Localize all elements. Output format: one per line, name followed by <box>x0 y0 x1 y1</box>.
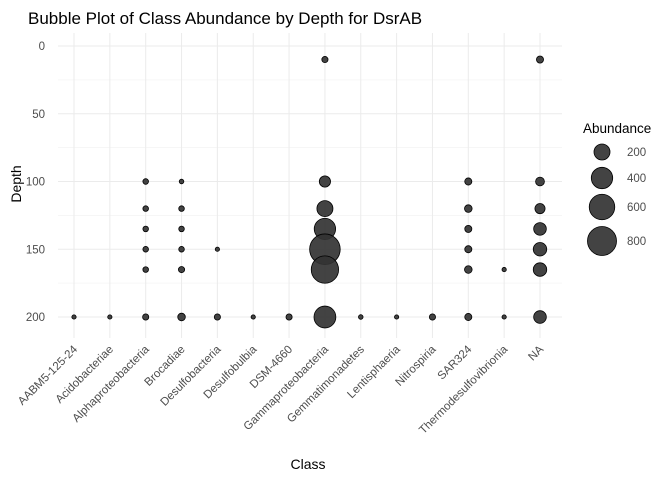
grid-lines <box>58 33 562 338</box>
bubble-point <box>316 200 334 218</box>
bubble-point <box>534 203 546 215</box>
bubble-point <box>533 310 547 324</box>
bubble-point <box>358 314 364 320</box>
y-tick-label: 50 <box>32 109 45 121</box>
bubble-point <box>285 313 293 321</box>
data-points <box>71 55 548 329</box>
bubble-point <box>178 178 185 185</box>
legend-label: 600 <box>627 202 646 214</box>
bubble-point <box>464 177 473 186</box>
bubble-point <box>501 267 507 273</box>
legend-title: Abundance <box>583 121 651 136</box>
legend-key <box>590 166 614 190</box>
legend-label: 400 <box>627 173 646 185</box>
bubble-point <box>428 313 436 321</box>
bubble-point <box>142 266 149 273</box>
x-tick-label: NA <box>526 343 546 363</box>
y-tick-label: 0 <box>39 41 45 53</box>
bubble-point <box>313 305 337 329</box>
bubble-point <box>213 313 221 321</box>
legend-label: 800 <box>627 236 646 248</box>
y-tick-label: 200 <box>26 312 45 324</box>
bubble-point <box>501 314 507 320</box>
bubble-point <box>532 242 548 257</box>
y-tick-label: 100 <box>26 177 45 189</box>
bubble-point <box>178 205 185 212</box>
legend: Abundance 200 400 600 800 <box>583 121 651 256</box>
bubble-point <box>178 246 185 253</box>
chart-title: Bubble Plot of Class Abundance by Depth … <box>28 9 422 28</box>
bubble-point <box>178 225 185 233</box>
legend-key <box>588 193 616 221</box>
x-tick-label: Desulfobacteria <box>159 343 224 408</box>
x-tick-label: AABM5-125-24 <box>16 343 81 408</box>
legend-key <box>587 226 617 256</box>
bubble-point <box>535 176 545 187</box>
bubble-point <box>464 313 473 321</box>
x-axis-title: Class <box>290 456 325 472</box>
bubble-point <box>142 205 149 212</box>
bubble-point <box>178 266 186 274</box>
bubble-point <box>310 255 339 284</box>
bubble-point <box>142 246 149 253</box>
bubble-point <box>464 224 473 233</box>
x-axis-ticks: AABM5-125-24AcidobacteriaeAlphaproteobac… <box>16 343 546 436</box>
y-axis-title: Depth <box>8 165 24 202</box>
bubble-point <box>177 312 186 322</box>
bubble-point <box>394 314 400 320</box>
bubble-point <box>321 56 329 64</box>
bubble-point <box>142 225 149 233</box>
bubble-point <box>107 314 113 320</box>
bubble-point <box>142 178 149 185</box>
y-tick-label: 150 <box>26 244 45 256</box>
y-axis-ticks: 0 50 100 150 200 <box>26 41 45 324</box>
bubble-point <box>464 245 473 254</box>
bubble-point <box>214 246 220 252</box>
bubble-point <box>464 265 473 274</box>
bubble-point <box>142 313 150 321</box>
bubble-point <box>536 55 544 64</box>
legend-label: 200 <box>627 147 646 159</box>
legend-key <box>593 143 611 161</box>
bubble-point <box>318 175 331 188</box>
bubble-point <box>532 262 548 277</box>
bubble-point <box>250 314 256 320</box>
bubble-point <box>533 222 547 236</box>
bubble-point <box>464 204 473 213</box>
bubble-point <box>71 314 77 320</box>
